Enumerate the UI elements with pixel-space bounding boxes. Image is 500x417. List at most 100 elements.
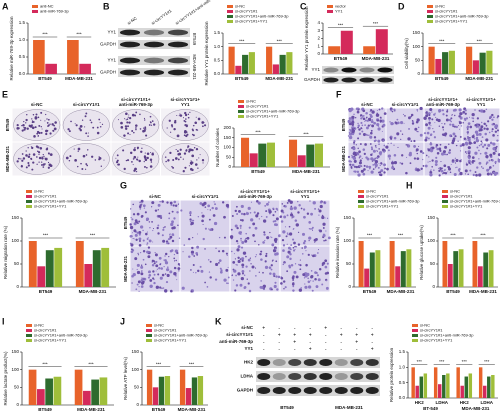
colony bbox=[20, 164, 23, 167]
sign: - bbox=[325, 346, 327, 352]
cell bbox=[201, 214, 205, 218]
bar bbox=[411, 367, 415, 398]
colony bbox=[79, 129, 82, 132]
cell bbox=[496, 129, 500, 132]
cell bbox=[207, 209, 209, 211]
sig-label: *** bbox=[90, 233, 96, 238]
sig-label: *** bbox=[367, 233, 373, 238]
cell bbox=[379, 119, 382, 123]
plate bbox=[112, 143, 160, 175]
cell bbox=[368, 165, 372, 169]
blot-band bbox=[350, 372, 364, 381]
cell bbox=[455, 167, 457, 169]
cell bbox=[144, 211, 147, 214]
bar bbox=[442, 375, 446, 398]
colony bbox=[32, 153, 36, 156]
bar bbox=[423, 373, 428, 398]
colony bbox=[27, 164, 30, 167]
colony bbox=[81, 167, 84, 170]
cell bbox=[353, 165, 357, 168]
colony bbox=[188, 165, 190, 167]
x-tick-label: MDA-MB-231 bbox=[469, 289, 497, 294]
blot-band bbox=[272, 372, 286, 381]
legend-label: si-circYY1#1+YY1 bbox=[246, 114, 279, 119]
cell bbox=[449, 123, 452, 126]
cell bbox=[431, 118, 434, 121]
cell bbox=[235, 284, 239, 287]
x-tick-label: MDA-MB-231 bbox=[65, 76, 93, 81]
x-tick-label: MDA-MB-231 bbox=[265, 76, 293, 81]
cell bbox=[458, 174, 460, 176]
cell bbox=[171, 210, 174, 213]
cell bbox=[162, 228, 165, 231]
sign: - bbox=[263, 346, 265, 352]
cell bbox=[298, 263, 300, 266]
cell bbox=[399, 162, 402, 164]
sig-label: *** bbox=[417, 359, 423, 364]
y-tick-label: 1.0 bbox=[399, 365, 406, 370]
cell bbox=[362, 133, 366, 137]
colony bbox=[86, 164, 89, 167]
cell bbox=[472, 173, 475, 177]
cell bbox=[371, 124, 375, 128]
cell bbox=[164, 273, 167, 275]
cell bbox=[145, 232, 148, 236]
colony bbox=[45, 113, 47, 116]
cell bbox=[352, 156, 357, 160]
cell bbox=[416, 168, 420, 172]
colony bbox=[127, 116, 129, 118]
panel-label: I bbox=[2, 316, 5, 326]
cell bbox=[464, 109, 467, 112]
colony bbox=[143, 165, 146, 168]
cell bbox=[171, 233, 175, 236]
cell bbox=[472, 120, 474, 123]
cell bbox=[181, 286, 185, 290]
cell bbox=[139, 201, 142, 204]
cell bbox=[466, 130, 469, 133]
cell bbox=[158, 267, 161, 270]
cell bbox=[240, 246, 244, 249]
cell bbox=[234, 258, 236, 260]
image-column-label: si-NC bbox=[149, 194, 162, 199]
cell bbox=[250, 263, 252, 265]
image-column-label: YY1 bbox=[301, 194, 310, 199]
colony bbox=[172, 158, 175, 162]
bar bbox=[389, 241, 395, 287]
colony bbox=[145, 134, 148, 137]
legend-swatch bbox=[26, 339, 32, 342]
cell bbox=[473, 141, 477, 145]
cell bbox=[248, 289, 252, 293]
colony bbox=[84, 115, 87, 118]
colony bbox=[85, 163, 88, 165]
cell bbox=[492, 165, 495, 167]
blot-band bbox=[319, 358, 333, 367]
blot-band bbox=[257, 386, 271, 395]
colony bbox=[36, 150, 39, 153]
cell bbox=[301, 247, 304, 249]
colony bbox=[144, 152, 146, 154]
cell bbox=[357, 107, 360, 110]
cell bbox=[451, 123, 455, 127]
colony bbox=[82, 154, 86, 158]
cell bbox=[454, 162, 457, 164]
colony bbox=[170, 131, 172, 133]
bar bbox=[472, 60, 479, 74]
cell bbox=[445, 114, 448, 117]
cell bbox=[370, 131, 373, 135]
cell bbox=[270, 236, 272, 238]
y-tick-label: 0.5 bbox=[214, 58, 221, 63]
colony bbox=[141, 147, 143, 149]
cell bbox=[374, 157, 376, 159]
cell bbox=[218, 250, 221, 253]
cell bbox=[351, 123, 355, 126]
cell bbox=[247, 258, 251, 262]
colony bbox=[187, 116, 190, 119]
colony bbox=[25, 166, 28, 169]
cell bbox=[193, 255, 196, 257]
cell bbox=[325, 286, 329, 290]
colony bbox=[203, 121, 205, 124]
colony bbox=[69, 155, 72, 158]
cell bbox=[401, 162, 404, 165]
cell bbox=[460, 158, 462, 161]
cell bbox=[467, 139, 470, 142]
